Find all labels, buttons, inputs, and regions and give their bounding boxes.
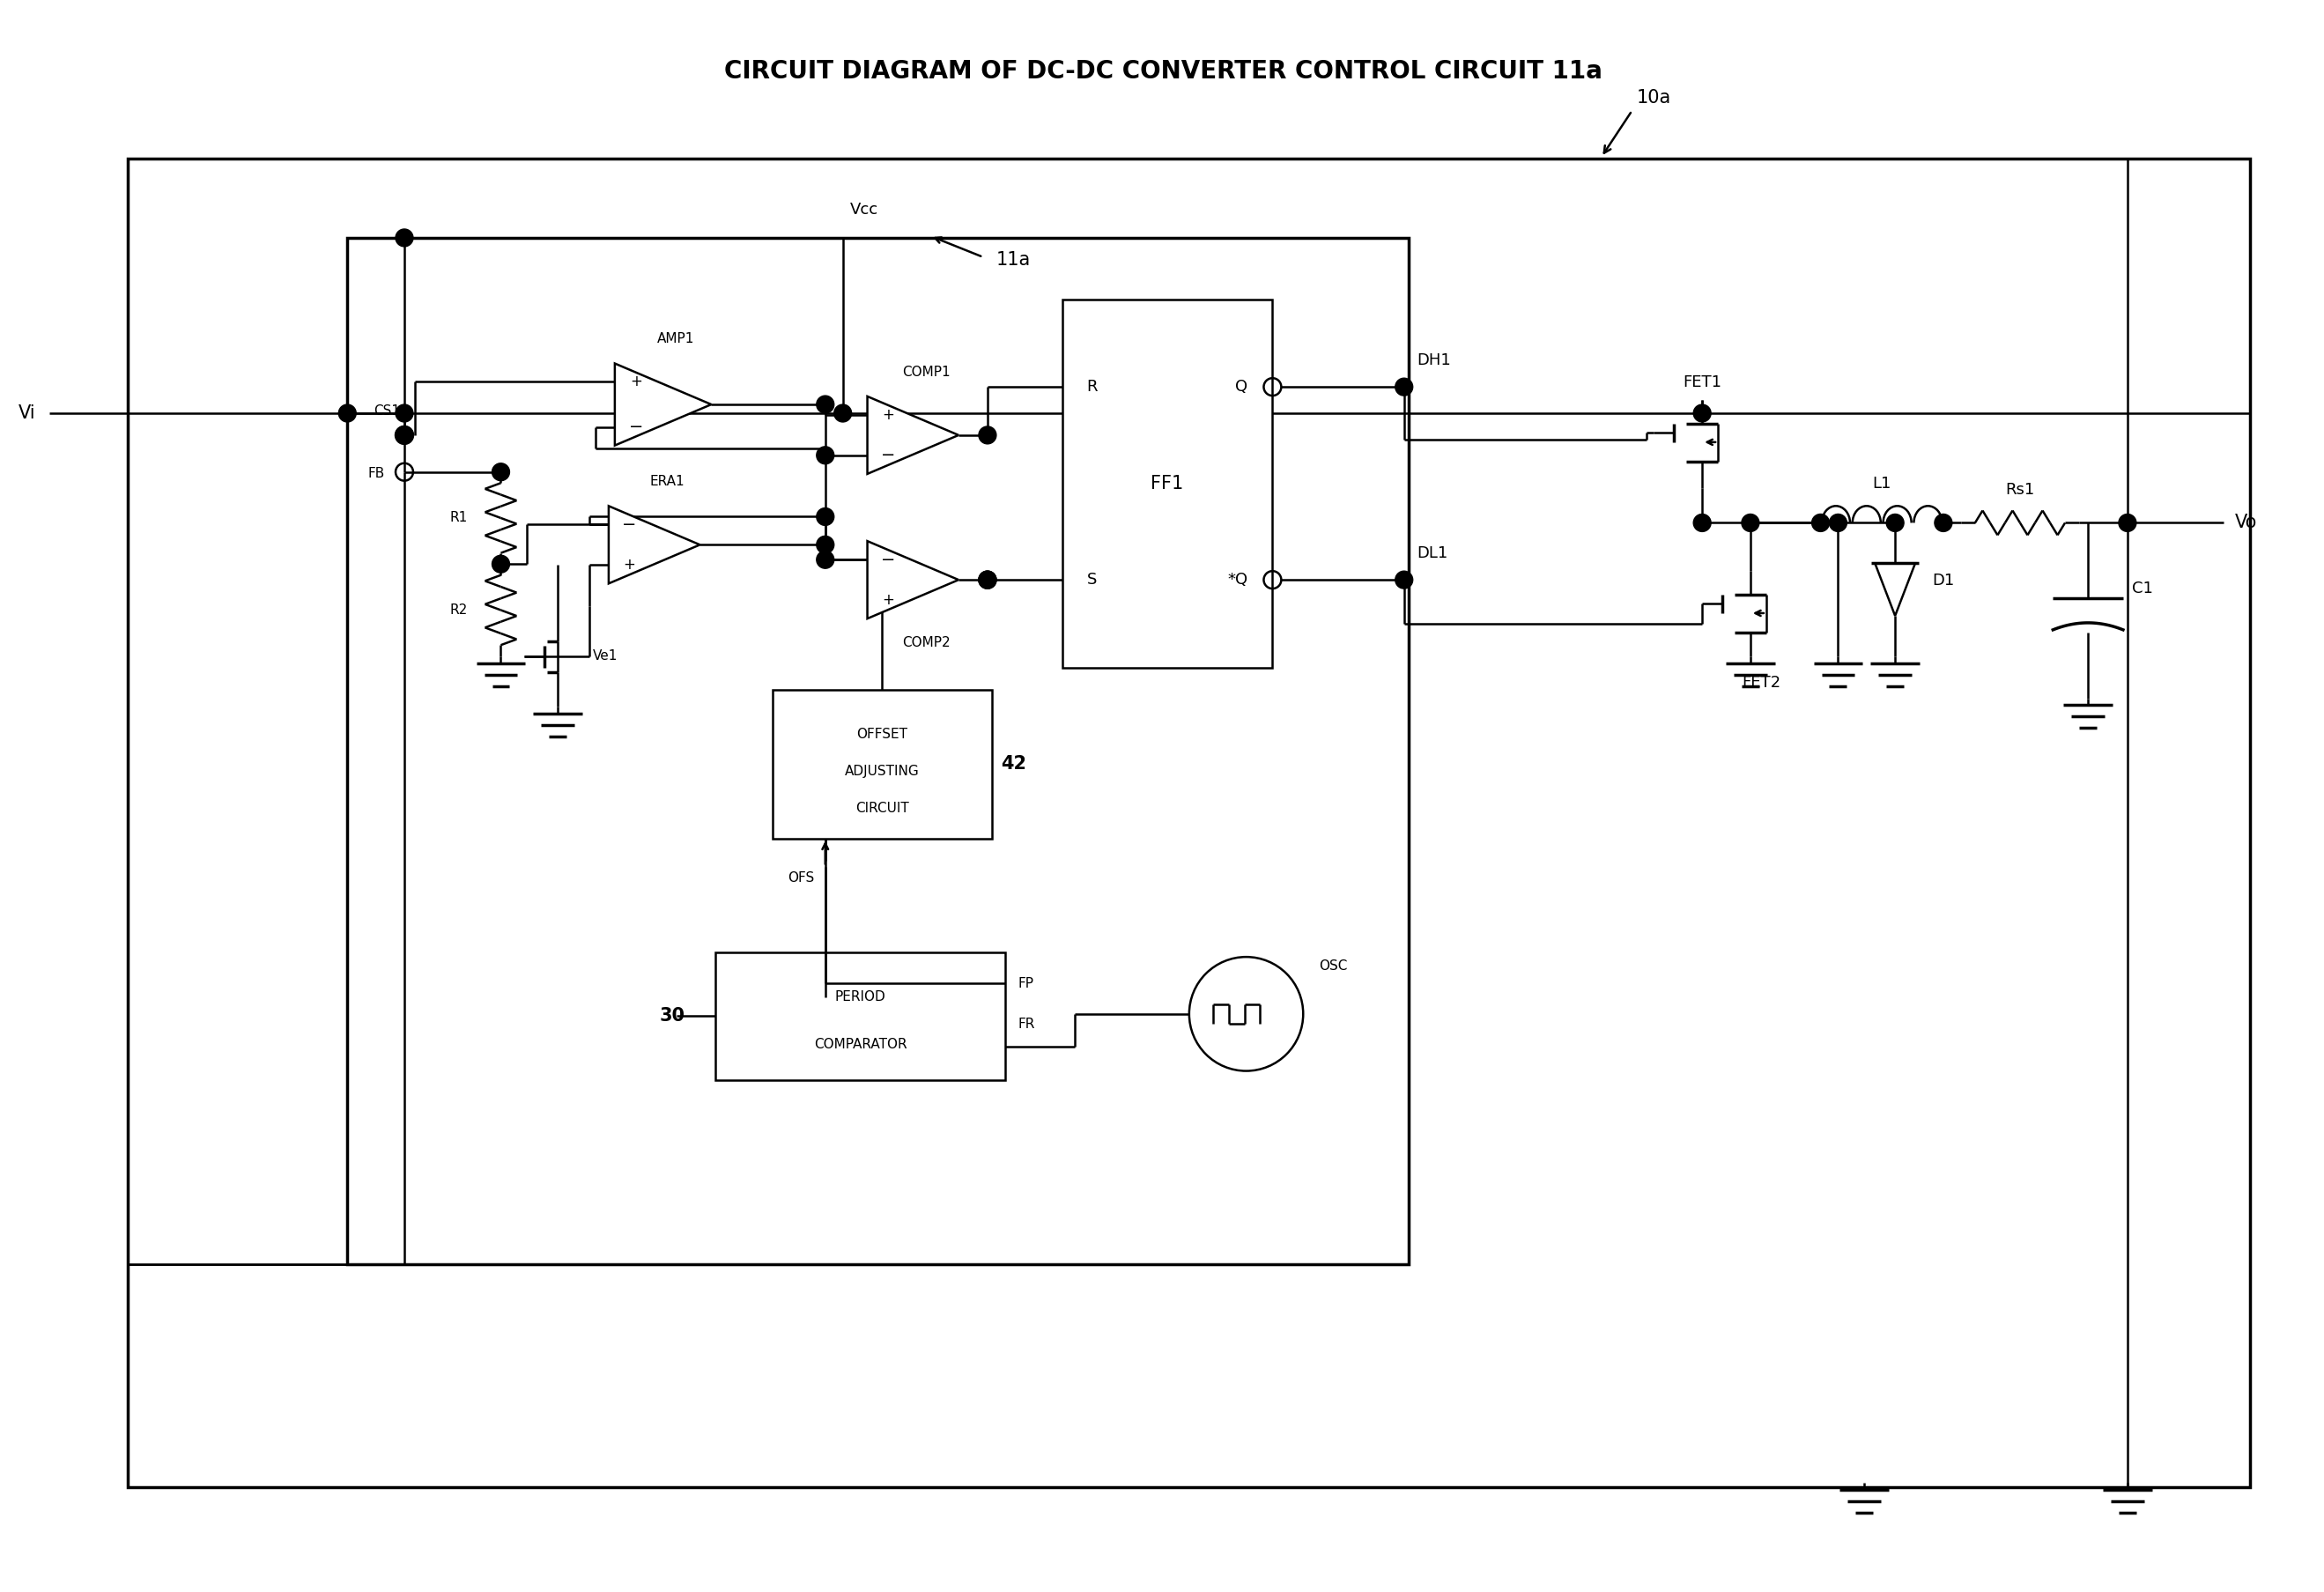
Text: CIRCUIT: CIRCUIT [855,802,909,815]
Circle shape [816,508,834,525]
Text: L1: L1 [1873,476,1892,492]
Circle shape [816,537,834,554]
Polygon shape [867,396,957,474]
Text: 10a: 10a [1636,89,1671,107]
Circle shape [1934,514,1952,532]
Text: Q: Q [1236,379,1248,395]
Text: ERA1: ERA1 [651,474,686,489]
Circle shape [493,463,509,481]
Text: COMP1: COMP1 [902,366,951,379]
Polygon shape [616,363,711,446]
Text: COMP2: COMP2 [902,637,951,650]
Circle shape [1813,514,1829,532]
Text: +: + [623,557,634,573]
Bar [772,689,992,839]
Text: OSC: OSC [1320,958,1348,973]
Circle shape [978,572,997,589]
Text: FP: FP [1018,976,1034,990]
Text: OFS: OFS [788,871,816,885]
Text: S: S [1088,572,1097,587]
Text: CIRCUIT DIAGRAM OF DC-DC CONVERTER CONTROL CIRCUIT 11a: CIRCUIT DIAGRAM OF DC-DC CONVERTER CONTR… [723,59,1601,83]
Text: OFFSET: OFFSET [858,728,909,740]
Circle shape [1887,514,1903,532]
Text: 42: 42 [1002,755,1027,772]
Text: FET1: FET1 [1683,374,1722,390]
Circle shape [493,556,509,573]
Text: COMPARATOR: COMPARATOR [813,1038,906,1051]
Circle shape [816,551,834,568]
Circle shape [978,427,997,444]
Text: −: − [881,447,895,463]
Text: +: + [881,592,895,608]
Text: FF1: FF1 [1150,474,1183,492]
Circle shape [395,404,414,422]
Text: −: − [881,551,895,568]
Circle shape [1394,572,1413,589]
Circle shape [1741,514,1759,532]
Text: DH1: DH1 [1418,353,1450,368]
Circle shape [978,572,997,589]
Text: 11a: 11a [997,252,1032,269]
Text: Vo: Vo [2236,514,2257,532]
Text: −: − [630,419,644,436]
Circle shape [395,229,414,247]
Text: DL1: DL1 [1418,546,1448,562]
Circle shape [1394,379,1413,396]
Text: *Q: *Q [1227,572,1248,587]
Text: Rs1: Rs1 [2006,481,2036,497]
Bar [1062,299,1274,667]
Text: +: + [881,408,895,423]
Bar [716,952,1004,1079]
Polygon shape [867,541,957,619]
Circle shape [1829,514,1848,532]
Text: Ve1: Ve1 [593,650,618,662]
Text: ADJUSTING: ADJUSTING [846,764,920,778]
Polygon shape [609,506,700,584]
Text: CS1: CS1 [374,404,400,417]
Text: C1: C1 [2131,581,2152,597]
Circle shape [339,404,356,422]
Circle shape [816,446,834,465]
Circle shape [2119,514,2136,532]
Circle shape [816,396,834,414]
Text: FR: FR [1018,1017,1034,1032]
Text: D1: D1 [1931,573,1954,589]
Text: −: − [623,516,637,533]
Text: R1: R1 [449,511,467,525]
Circle shape [395,427,414,444]
Text: AMP1: AMP1 [658,333,695,345]
Circle shape [1694,514,1710,532]
Circle shape [834,404,851,422]
Text: FET2: FET2 [1741,675,1780,691]
Text: R: R [1088,379,1097,395]
Text: PERIOD: PERIOD [834,990,885,1003]
Text: +: + [630,374,644,390]
Circle shape [978,572,997,589]
Bar [346,237,1408,1264]
Text: FB: FB [367,466,386,481]
Bar [128,159,2250,1487]
Text: Vi: Vi [19,404,35,422]
Circle shape [1694,404,1710,422]
Text: Vcc: Vcc [851,202,878,218]
Text: R2: R2 [449,603,467,616]
Text: 30: 30 [660,1008,686,1025]
